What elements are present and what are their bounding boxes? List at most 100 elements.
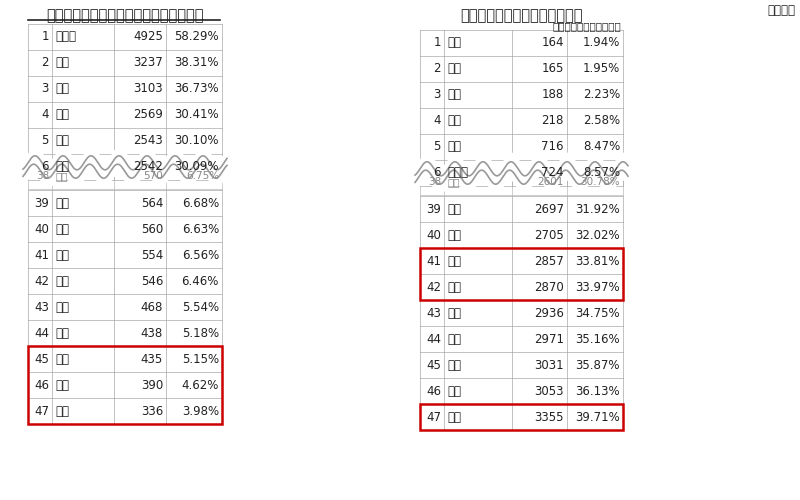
- Text: ＊設問時は非認知を選択: ＊設問時は非認知を選択: [552, 21, 621, 31]
- Text: 2.58%: 2.58%: [583, 114, 620, 128]
- Text: 38: 38: [36, 171, 49, 181]
- Text: 石川: 石川: [447, 385, 461, 398]
- Text: 8.57%: 8.57%: [583, 166, 620, 179]
- Text: 32.02%: 32.02%: [575, 229, 620, 242]
- Text: 39: 39: [34, 197, 49, 210]
- Text: 認知度ランキング（複数回答）: 認知度ランキング（複数回答）: [460, 8, 582, 23]
- Text: 47: 47: [426, 411, 441, 424]
- Text: 564: 564: [141, 197, 163, 210]
- Text: 石川: 石川: [55, 327, 69, 340]
- Text: 6.75%: 6.75%: [186, 171, 219, 181]
- Text: 東京: 東京: [447, 36, 461, 50]
- Text: 47: 47: [34, 405, 49, 418]
- Text: 560: 560: [141, 223, 163, 236]
- Text: 山口: 山口: [55, 379, 69, 392]
- Text: 30.10%: 30.10%: [174, 134, 219, 147]
- Text: 570: 570: [143, 171, 163, 181]
- Text: 6.56%: 6.56%: [182, 249, 219, 262]
- Text: 3: 3: [434, 88, 441, 102]
- Text: 165: 165: [542, 62, 564, 76]
- Text: 京都: 京都: [55, 82, 69, 96]
- Text: 30.41%: 30.41%: [174, 108, 219, 122]
- Text: 青森: 青森: [55, 108, 69, 122]
- Text: 31.92%: 31.92%: [575, 203, 620, 216]
- Text: 38: 38: [428, 177, 441, 187]
- Text: 栃木: 栃木: [55, 353, 69, 366]
- Text: 2: 2: [42, 56, 49, 70]
- Text: 滋賀: 滋賀: [55, 223, 69, 236]
- Text: 山梨: 山梨: [55, 171, 67, 181]
- Text: 4: 4: [42, 108, 49, 122]
- Text: 6: 6: [42, 160, 49, 173]
- Text: 5.54%: 5.54%: [182, 301, 219, 314]
- Text: 546: 546: [141, 275, 163, 288]
- Text: 336: 336: [141, 405, 163, 418]
- Text: 沖縄: 沖縄: [55, 160, 69, 173]
- Text: 188: 188: [542, 88, 564, 102]
- Text: 46: 46: [34, 379, 49, 392]
- Bar: [420, 248, 623, 300]
- Text: 41: 41: [426, 255, 441, 268]
- Text: （図３）: （図３）: [767, 4, 795, 17]
- Bar: [420, 404, 623, 430]
- Text: 1: 1: [434, 36, 441, 50]
- Text: 164: 164: [542, 36, 564, 50]
- Text: 収束したら行ってみたい県（複数回答）: 収束したら行ってみたい県（複数回答）: [46, 8, 204, 23]
- Text: 43: 43: [34, 301, 49, 314]
- Text: 46: 46: [426, 385, 441, 398]
- Text: 3.98%: 3.98%: [182, 405, 219, 418]
- Text: 39.71%: 39.71%: [575, 411, 620, 424]
- Text: 岩手: 岩手: [447, 307, 461, 320]
- Text: 2542: 2542: [133, 160, 163, 173]
- Text: 218: 218: [542, 114, 564, 128]
- Text: 35.16%: 35.16%: [575, 333, 620, 346]
- Text: 東京: 東京: [55, 56, 69, 70]
- Text: 5: 5: [434, 140, 441, 153]
- Text: 44: 44: [426, 333, 441, 346]
- Text: 435: 435: [141, 353, 163, 366]
- Text: 次点: 次点: [447, 177, 459, 187]
- Text: 兵庫: 兵庫: [55, 197, 69, 210]
- Text: 2971: 2971: [534, 333, 564, 346]
- Text: 2: 2: [434, 62, 441, 76]
- Text: 3355: 3355: [534, 411, 564, 424]
- Text: 41: 41: [34, 249, 49, 262]
- Text: 43: 43: [426, 307, 441, 320]
- Text: 58.29%: 58.29%: [174, 30, 219, 44]
- Text: 2569: 2569: [133, 108, 163, 122]
- Text: 1.95%: 1.95%: [582, 62, 620, 76]
- Text: 神奈川: 神奈川: [447, 166, 468, 179]
- Text: 沖縄: 沖縄: [447, 140, 461, 153]
- Text: 2936: 2936: [534, 307, 564, 320]
- Text: 2697: 2697: [534, 203, 564, 216]
- Text: 2705: 2705: [534, 229, 564, 242]
- Text: 44: 44: [34, 327, 49, 340]
- Text: 山形: 山形: [447, 203, 461, 216]
- Text: 4.62%: 4.62%: [182, 379, 219, 392]
- Text: 38.31%: 38.31%: [174, 56, 219, 70]
- Text: 群馬: 群馬: [55, 275, 69, 288]
- Text: 40: 40: [34, 223, 49, 236]
- Text: 6.46%: 6.46%: [182, 275, 219, 288]
- Text: 39: 39: [426, 203, 441, 216]
- Text: 福井: 福井: [55, 405, 69, 418]
- Text: 京都: 京都: [447, 88, 461, 102]
- Text: 北海道: 北海道: [55, 30, 76, 44]
- Text: 福井: 福井: [447, 255, 461, 268]
- Text: 468: 468: [141, 301, 163, 314]
- Text: 2601: 2601: [538, 177, 564, 187]
- Text: 5.15%: 5.15%: [182, 353, 219, 366]
- Text: 2543: 2543: [134, 134, 163, 147]
- Text: 716: 716: [542, 140, 564, 153]
- Text: 6.68%: 6.68%: [182, 197, 219, 210]
- Text: 3053: 3053: [534, 385, 564, 398]
- Text: 34.75%: 34.75%: [575, 307, 620, 320]
- Text: 45: 45: [34, 353, 49, 366]
- Text: 3103: 3103: [134, 82, 163, 96]
- Text: 36.13%: 36.13%: [575, 385, 620, 398]
- Text: 2.23%: 2.23%: [582, 88, 620, 102]
- Text: 1: 1: [42, 30, 49, 44]
- Text: 45: 45: [426, 359, 441, 372]
- Text: 4: 4: [434, 114, 441, 128]
- Text: 6.63%: 6.63%: [182, 223, 219, 236]
